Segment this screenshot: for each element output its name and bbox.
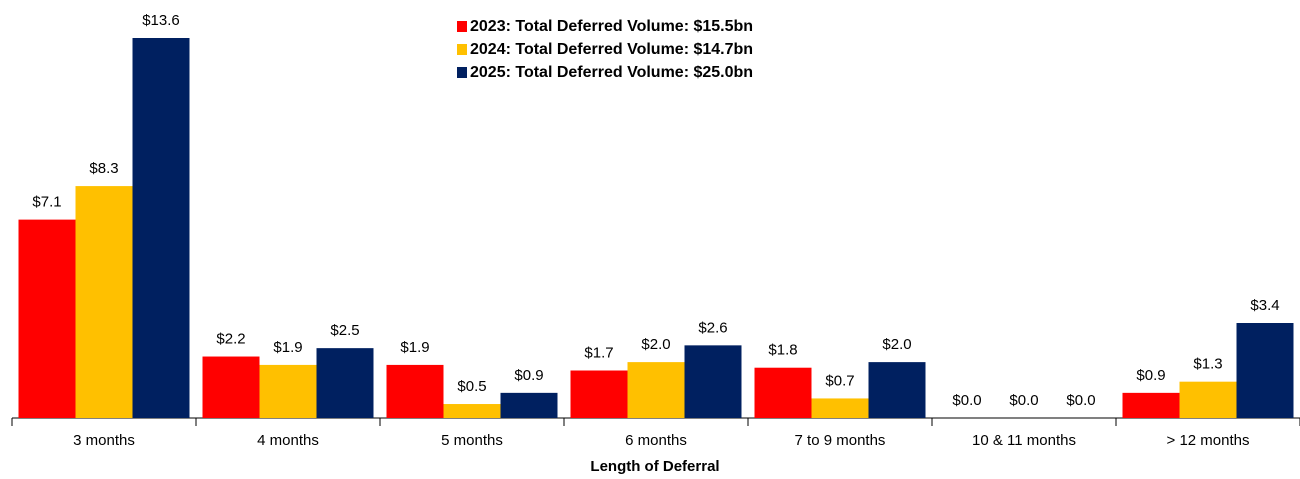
bar — [259, 364, 317, 418]
legend-swatch — [457, 21, 467, 32]
bar — [18, 219, 76, 418]
bar — [1122, 392, 1180, 418]
data-label: $2.0 — [882, 336, 911, 353]
x-axis-title: Length of Deferral — [590, 458, 719, 475]
data-label: $1.3 — [1193, 356, 1222, 373]
bar — [684, 345, 742, 418]
legend-swatch — [457, 67, 467, 78]
x-tick-label: 4 months — [257, 432, 319, 449]
bar — [132, 38, 190, 418]
bar — [1179, 381, 1237, 418]
legend-swatch — [457, 44, 467, 55]
data-label: $0.9 — [514, 367, 543, 384]
data-label: $3.4 — [1250, 297, 1279, 314]
data-label: $1.9 — [400, 339, 429, 356]
bar — [202, 356, 260, 418]
data-label: $1.9 — [273, 339, 302, 356]
bar — [1236, 323, 1294, 418]
bar — [868, 362, 926, 418]
bar — [443, 404, 501, 418]
data-label: $2.0 — [641, 336, 670, 353]
data-label: $1.8 — [768, 342, 797, 359]
bar — [500, 392, 558, 418]
data-label: $0.0 — [1066, 392, 1095, 409]
data-label: $1.7 — [584, 344, 613, 361]
x-tick-label: 3 months — [73, 432, 135, 449]
data-label: $8.3 — [89, 160, 118, 177]
data-label: $0.9 — [1136, 367, 1165, 384]
data-label: $13.6 — [142, 12, 180, 29]
x-tick-label: 5 months — [441, 432, 503, 449]
legend-text: 2023: Total Deferred Volume: $15.5bn — [470, 18, 753, 35]
legend-text: 2025: Total Deferred Volume: $25.0bn — [470, 64, 753, 81]
data-label: $0.7 — [825, 372, 854, 389]
data-label: $7.1 — [32, 194, 61, 211]
bar — [75, 186, 133, 418]
data-label: $0.0 — [952, 392, 981, 409]
x-tick-label: 10 & 11 months — [972, 432, 1076, 449]
bar — [754, 367, 812, 418]
bar — [386, 364, 444, 418]
data-label: $2.2 — [216, 330, 245, 347]
bar — [627, 362, 685, 418]
legend-text: 2024: Total Deferred Volume: $14.7bn — [470, 41, 753, 58]
x-tick-label: 6 months — [625, 432, 687, 449]
bar — [316, 348, 374, 418]
x-tick-label: > 12 months — [1167, 432, 1250, 449]
data-label: $0.0 — [1009, 392, 1038, 409]
data-label: $0.5 — [457, 378, 486, 395]
data-label: $2.5 — [330, 322, 359, 339]
data-label: $2.6 — [698, 319, 727, 336]
x-tick-label: 7 to 9 months — [795, 432, 886, 449]
bar — [811, 398, 869, 418]
bar — [570, 370, 628, 418]
